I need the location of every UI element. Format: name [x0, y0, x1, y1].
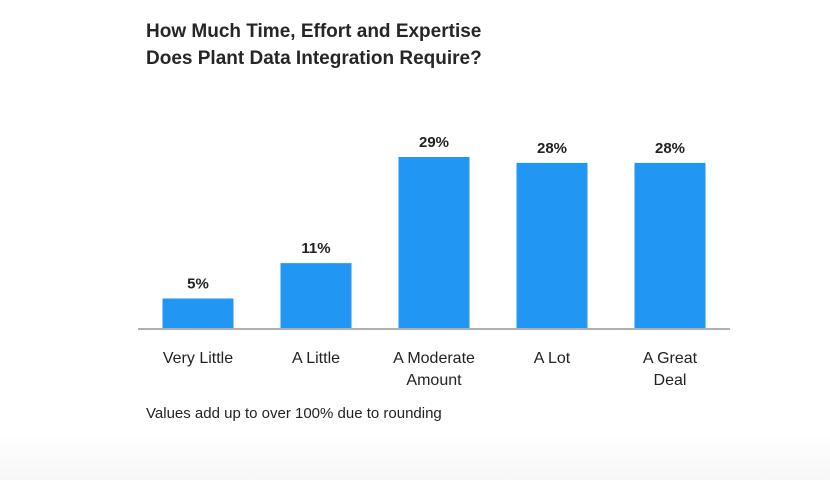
footnote: Values add up to over 100% due to roundi…: [146, 405, 442, 422]
data-label-3: 29%: [419, 134, 449, 151]
data-label-4: 28%: [537, 140, 567, 157]
data-label-2: 11%: [301, 240, 330, 257]
category-label-3-line-2: Amount: [406, 372, 462, 389]
category-label-1: Very Little: [163, 350, 233, 367]
bar-3: [398, 157, 470, 328]
data-label-5: 28%: [655, 140, 685, 157]
data-label-1: 5%: [187, 276, 209, 293]
chart-title-line-2: Does Plant Data Integration Require?: [146, 48, 482, 69]
chart-title: How Much Time, Effort and Expertise Does…: [146, 18, 482, 72]
category-label-5-line-2: Deal: [654, 372, 687, 389]
bottom-fade: [0, 435, 830, 480]
category-label-2: A Little: [292, 350, 340, 367]
category-label-4: A Lot: [534, 350, 571, 367]
chart-title-line-1: How Much Time, Effort and Expertise: [146, 21, 482, 42]
bar-2: [280, 263, 352, 328]
bar-4: [516, 162, 588, 328]
category-label-3-line-1: A Moderate: [393, 350, 475, 367]
bar-5: [634, 162, 706, 328]
bar-1: [162, 298, 234, 328]
category-label-5-line-1: A Great: [643, 350, 698, 367]
